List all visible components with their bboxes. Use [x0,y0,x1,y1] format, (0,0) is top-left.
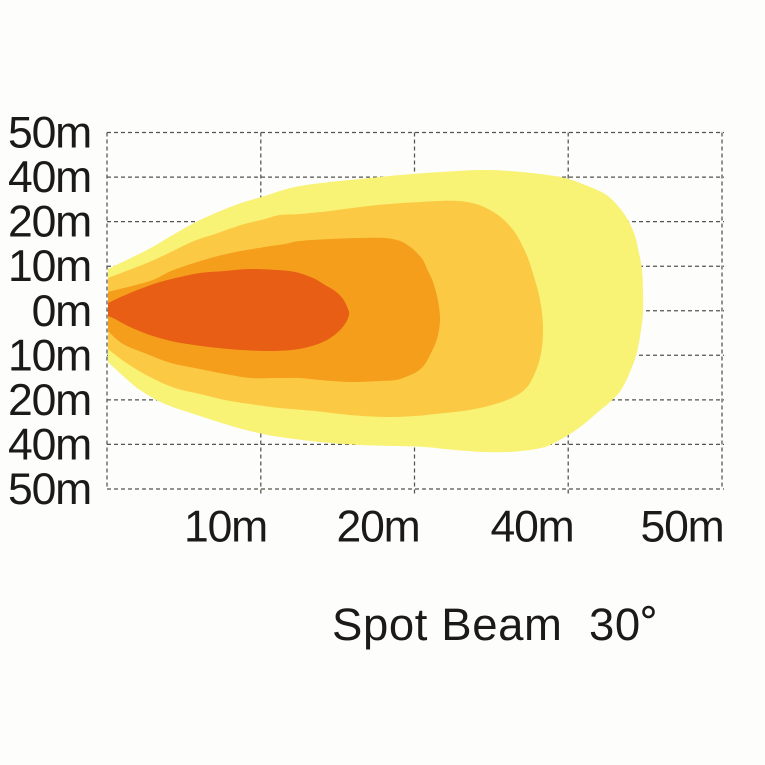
svg-text:40m: 40m [8,420,91,469]
svg-text:Spot Beam 30: Spot Beam 30 [332,599,641,650]
svg-text:10m: 10m [8,331,91,380]
svg-text:50m: 50m [8,109,91,158]
svg-text:20m: 20m [337,503,420,552]
svg-text:40m: 40m [8,153,91,202]
svg-text:20m: 20m [8,198,91,247]
svg-text:10m: 10m [184,503,267,552]
svg-text:40m: 40m [491,503,574,552]
svg-text:50m: 50m [641,503,724,552]
svg-text:0m: 0m [32,287,91,336]
svg-text:10m: 10m [8,242,91,291]
svg-text:20m: 20m [8,376,91,425]
svg-text:50m: 50m [8,465,91,514]
